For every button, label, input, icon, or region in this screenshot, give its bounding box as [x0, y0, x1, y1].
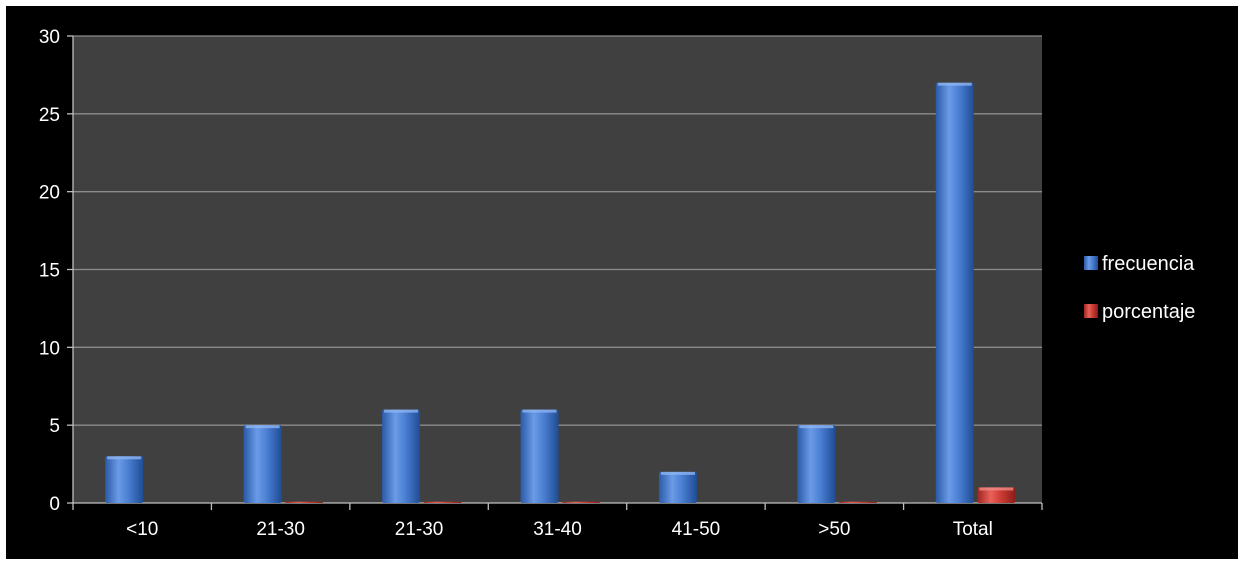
legend-swatch — [1084, 256, 1098, 270]
y-tick-label: 15 — [39, 261, 60, 282]
bar-porcentaje — [562, 501, 601, 503]
y-tick-label: 30 — [39, 27, 60, 48]
bar-highlight — [522, 409, 557, 413]
bar-highlight — [937, 82, 972, 86]
legend-swatch — [1084, 304, 1098, 318]
y-tick-label: 5 — [49, 416, 60, 437]
bar-porcentaje — [977, 487, 1016, 503]
x-tick-label: 41-50 — [672, 519, 721, 540]
bar-frecuencia — [797, 425, 836, 503]
x-tick-label: Total — [953, 519, 993, 540]
bar-frecuencia — [658, 471, 697, 503]
x-tick-label: 21-30 — [395, 519, 444, 540]
bars — [105, 82, 1016, 503]
bar-highlight — [107, 456, 142, 460]
y-tick-label: 20 — [39, 183, 60, 204]
x-tick-label: >50 — [818, 519, 850, 540]
legend-label: porcentaje — [1102, 301, 1195, 323]
legend: frecuencia porcentaje — [1084, 253, 1195, 323]
bar-highlight — [660, 471, 695, 475]
bar-frecuencia — [935, 82, 974, 503]
x-tick-label: 21-30 — [256, 519, 305, 540]
x-axis: <10 21-30 21-30 31-40 41-50 >50 Total — [72, 502, 1043, 540]
x-tick-label: <10 — [126, 519, 158, 540]
y-tick-label: 0 — [49, 494, 60, 515]
bar-porcentaje — [423, 501, 462, 503]
bar-frecuencia — [520, 409, 559, 503]
bar-highlight — [384, 409, 419, 413]
bar-porcentaje — [838, 501, 877, 503]
bar-highlight — [979, 487, 1014, 491]
bar-frecuencia — [382, 409, 421, 503]
bar-frecuencia — [243, 425, 282, 503]
bar-highlight — [799, 425, 834, 429]
bar-highlight — [245, 425, 280, 429]
y-axis: 0 5 10 15 20 25 30 — [39, 27, 74, 515]
legend-label: frecuencia — [1102, 253, 1195, 275]
y-tick-label: 25 — [39, 105, 60, 126]
y-tick-label: 10 — [39, 338, 60, 359]
bar-frecuencia — [105, 456, 144, 503]
bar-porcentaje — [285, 501, 324, 503]
x-tick-label: 31-40 — [533, 519, 582, 540]
